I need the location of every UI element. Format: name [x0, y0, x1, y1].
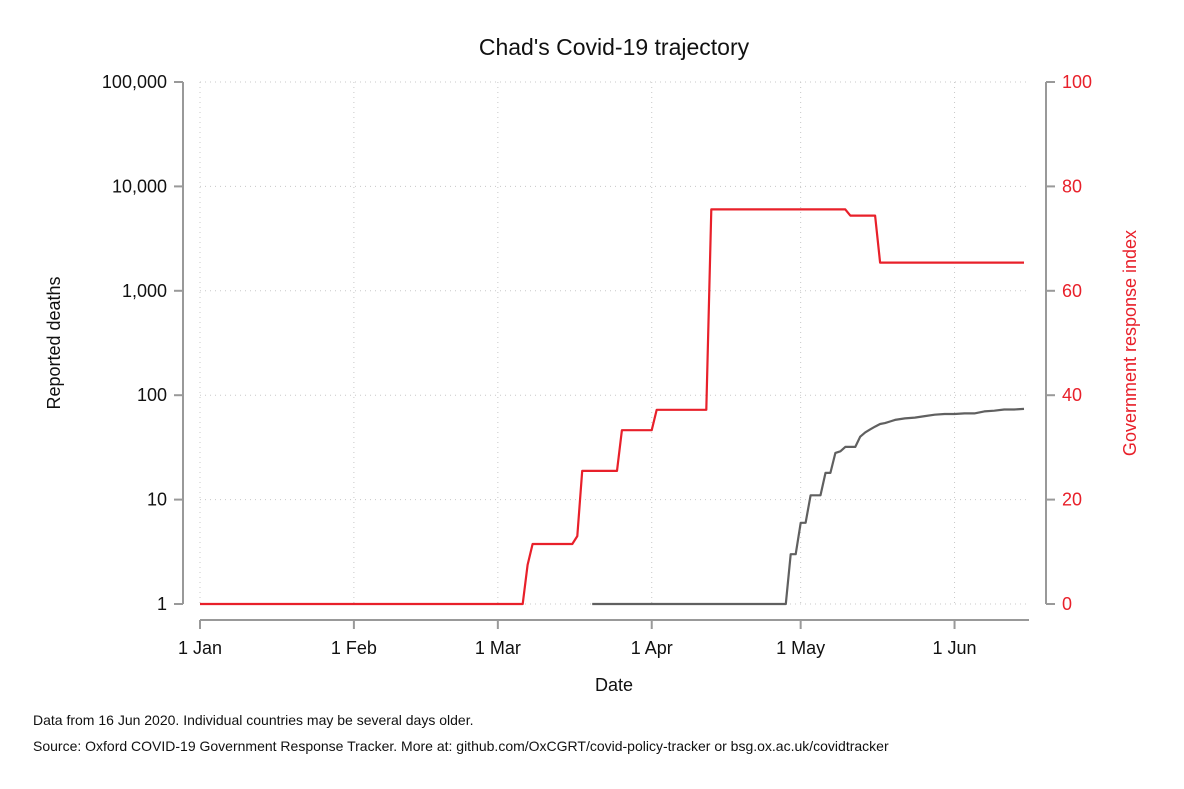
y-right-tick-label: 60 — [1062, 281, 1082, 301]
y-right-tick-label: 100 — [1062, 72, 1092, 92]
y-left-tick-label: 1,000 — [122, 281, 167, 301]
labels: Chad's Covid-19 trajectory Date Reported… — [44, 34, 1140, 695]
deaths-series-line — [592, 407, 1025, 606]
y-right-tick-label: 80 — [1062, 176, 1082, 196]
x-tick-label: 1 Mar — [475, 638, 521, 658]
source-note: Source: Oxford COVID-19 Government Respo… — [33, 738, 889, 754]
response-index-series-line — [200, 208, 1024, 606]
x-tick-label: 1 May — [776, 638, 825, 658]
x-tick-label: 1 Jan — [178, 638, 222, 658]
x-axis-label: Date — [595, 675, 633, 695]
y-left-tick-label: 10,000 — [112, 176, 167, 196]
data-date-note: Data from 16 Jun 2020. Individual countr… — [33, 712, 474, 728]
y-left-tick-label: 100,000 — [102, 72, 167, 92]
series — [200, 208, 1025, 606]
y-right-tick-label: 40 — [1062, 385, 1082, 405]
y-axis-left-label: Reported deaths — [44, 276, 64, 409]
y-right-tick-label: 20 — [1062, 490, 1082, 510]
y-left-tick-label: 10 — [147, 490, 167, 510]
y-right-tick-label: 0 — [1062, 594, 1072, 614]
x-tick-label: 1 Apr — [631, 638, 673, 658]
x-tick-label: 1 Feb — [331, 638, 377, 658]
chart-title: Chad's Covid-19 trajectory — [479, 34, 750, 60]
y-axis-right-label: Government response index — [1120, 230, 1140, 456]
y-left-tick-label: 1 — [157, 594, 167, 614]
y-left-tick-label: 100 — [137, 385, 167, 405]
axes: 1 10 100 1,000 10,000 100,000 0 20 40 60 80 100 1 Ja… — [102, 72, 1092, 658]
grid — [199, 81, 1029, 605]
x-tick-label: 1 Jun — [933, 638, 977, 658]
